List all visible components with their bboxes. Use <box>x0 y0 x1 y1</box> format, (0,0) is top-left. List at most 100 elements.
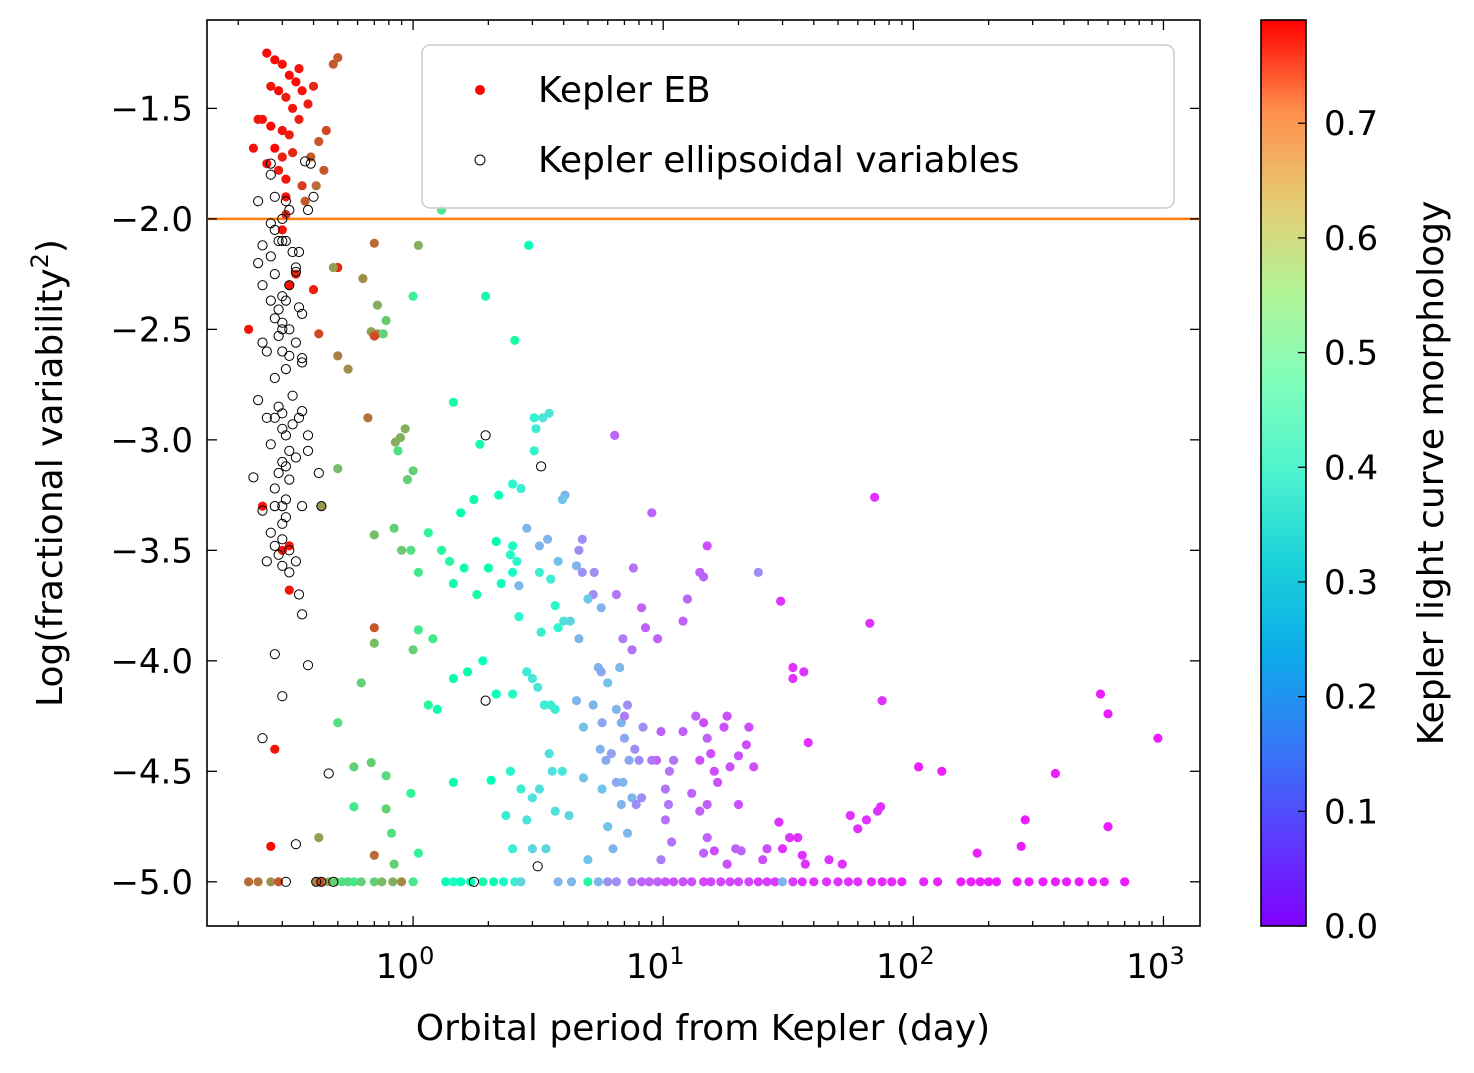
eb-point <box>356 877 366 887</box>
eb-point <box>843 877 854 887</box>
eb-point <box>366 757 376 768</box>
ellipsoidal-point <box>277 560 288 571</box>
eb-point <box>866 877 877 887</box>
eb-point <box>369 623 379 633</box>
ellipsoidal-point <box>257 337 268 348</box>
eb-point <box>534 784 545 794</box>
eb-point <box>527 844 538 854</box>
ellipsoidal-point <box>273 235 284 247</box>
eb-point <box>785 833 795 843</box>
ellipsoidal-point <box>297 357 308 368</box>
eb-point <box>328 59 338 69</box>
eb-point <box>628 563 639 573</box>
ellipsoidal-point <box>248 472 259 483</box>
eb-point <box>544 749 554 759</box>
eb-point <box>262 159 272 169</box>
eb-point <box>413 567 423 578</box>
eb-point <box>333 351 343 361</box>
eb-point <box>588 700 598 710</box>
eb-point <box>277 152 287 162</box>
eb-point <box>402 475 413 485</box>
eb-point <box>1020 815 1030 825</box>
eb-point <box>389 523 399 533</box>
ellipsoidal-point <box>313 467 324 479</box>
eb-point <box>550 601 560 611</box>
eb-point <box>722 711 732 721</box>
ellipsoidal-point <box>269 501 280 512</box>
eb-point <box>663 799 674 810</box>
eb-point <box>691 711 701 721</box>
ellipsoidal-point <box>269 372 280 384</box>
eb-point <box>1016 841 1026 852</box>
ellipsoidal-point <box>269 313 280 324</box>
eb-point <box>496 578 506 589</box>
eb-point <box>319 165 329 175</box>
eb-point <box>788 673 798 684</box>
eb-point <box>478 877 488 887</box>
legend: Kepler EB Kepler ellipsoidal variables <box>421 44 1175 209</box>
eb-point <box>413 625 423 635</box>
x-axis-ticks: 100 101 102 103 <box>237 20 1185 987</box>
eb-point <box>566 877 577 887</box>
ellipsoidal-point <box>284 324 295 335</box>
eb-point <box>877 696 887 706</box>
eb-point <box>682 594 693 604</box>
eb-point <box>861 815 872 825</box>
x-tick-label: 102 <box>876 942 935 987</box>
eb-point <box>369 850 379 860</box>
ellipsoidal-point <box>297 308 308 319</box>
eb-point <box>853 877 863 887</box>
eb-point <box>507 479 518 489</box>
eb-point <box>266 81 276 91</box>
ellipsoidal-point <box>280 196 291 207</box>
y-tick-label: −3.0 <box>110 421 193 461</box>
y-axis-ticks: −1.5 −2.0 −2.5 −3.0 −3.5 −4.0 −4.5 −5.0 <box>110 89 1200 903</box>
eb-point <box>660 784 671 794</box>
eb-point <box>369 530 379 540</box>
eb-point <box>486 775 496 785</box>
eb-point <box>611 589 622 600</box>
eb-points-layer <box>244 48 1163 887</box>
eb-point <box>627 877 637 887</box>
eb-point <box>695 755 705 765</box>
eb-point <box>702 833 712 843</box>
eb-point <box>736 846 746 856</box>
eb-point <box>550 806 560 816</box>
eb-point <box>507 541 518 551</box>
eb-point <box>381 771 391 781</box>
eb-point <box>647 755 657 765</box>
x-axis-label: Orbital period from Kepler (day) <box>416 1008 990 1049</box>
ellipsoidal-point <box>273 304 284 315</box>
eb-point <box>437 545 447 555</box>
eb-point <box>400 424 410 434</box>
eb-point <box>369 238 379 248</box>
eb-point <box>669 877 679 887</box>
ellipsoidal-point <box>273 330 284 342</box>
eb-point <box>877 877 887 887</box>
eb-point <box>316 501 326 511</box>
eb-point <box>793 833 803 843</box>
eb-point <box>531 424 541 434</box>
ellipsoidal-point <box>253 258 264 269</box>
eb-point <box>456 508 466 518</box>
eb-point <box>776 596 786 606</box>
eb-point <box>538 413 548 423</box>
ellipsoidal-point <box>323 768 334 779</box>
eb-point <box>459 563 469 573</box>
eb-point <box>596 667 606 677</box>
eb-point <box>577 534 587 544</box>
eb-point <box>529 446 539 456</box>
eb-point <box>553 556 563 567</box>
eb-point <box>777 844 788 854</box>
eb-point <box>270 143 280 153</box>
eb-point <box>499 877 509 887</box>
legend-label-ellipsoidal: Kepler ellipsoidal variables <box>538 140 1019 181</box>
eb-point <box>653 877 663 887</box>
eb-point <box>321 125 331 136</box>
eb-point <box>524 240 534 250</box>
eb-point <box>356 678 366 688</box>
ellipsoidal-point <box>253 196 264 207</box>
ellipsoidal-point <box>257 240 268 251</box>
eb-point <box>619 733 630 743</box>
x-tick-label: 103 <box>1126 942 1185 987</box>
